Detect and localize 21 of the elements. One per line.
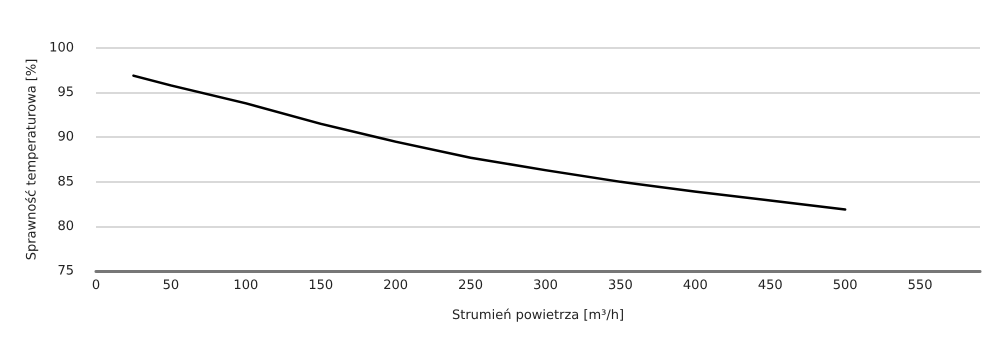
y-tick-label: 75 bbox=[57, 264, 74, 278]
y-tick-label: 85 bbox=[57, 174, 74, 190]
x-tick-label: 100 bbox=[233, 278, 258, 293]
x-tick-label: 250 bbox=[458, 278, 483, 293]
x-tick-label: 400 bbox=[682, 278, 708, 293]
x-tick-label: 150 bbox=[308, 278, 334, 293]
x-tick-label: 300 bbox=[533, 278, 558, 293]
line-series bbox=[132, 74, 846, 211]
x-axis-title: Strumień powietrza [m³/h] bbox=[452, 308, 624, 323]
x-tick-label: 50 bbox=[162, 278, 180, 293]
x-tick-label: 500 bbox=[832, 278, 858, 293]
x-tick-label: 550 bbox=[908, 278, 932, 293]
x-tick-label: 0 bbox=[92, 278, 100, 293]
y-tick-label: 80 bbox=[57, 218, 74, 234]
x-tick-label: 450 bbox=[758, 278, 783, 293]
y-axis-title: Sprawność temperaturowa [%] bbox=[24, 58, 40, 260]
y-tick-label: 95 bbox=[57, 85, 74, 100]
y-tick-label: 90 bbox=[57, 130, 74, 145]
x-tick-label: 350 bbox=[608, 278, 633, 293]
y-tick-label: 100 bbox=[49, 40, 74, 56]
x-tick-label: 200 bbox=[383, 278, 408, 293]
